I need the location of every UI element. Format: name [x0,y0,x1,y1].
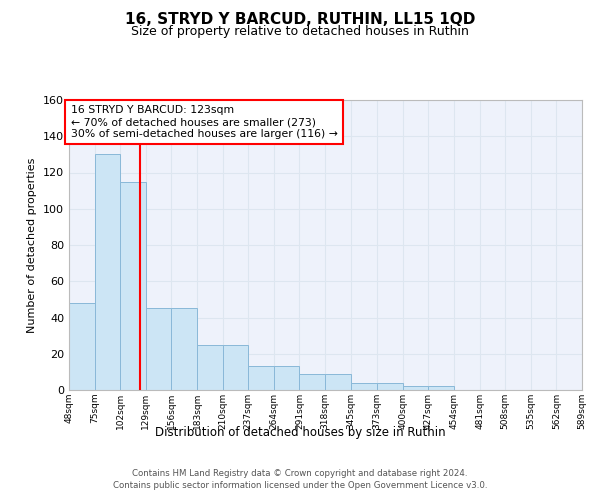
Text: Contains HM Land Registry data © Crown copyright and database right 2024.: Contains HM Land Registry data © Crown c… [132,470,468,478]
Bar [197,344,223,390]
Bar [299,374,325,390]
Bar [325,374,350,390]
Text: Size of property relative to detached houses in Ruthin: Size of property relative to detached ho… [131,25,469,38]
Bar [582,386,600,390]
Text: 16 STRYD Y BARCUD: 123sqm
← 70% of detached houses are smaller (273)
30% of semi: 16 STRYD Y BARCUD: 123sqm ← 70% of detac… [71,106,338,138]
Y-axis label: Number of detached properties: Number of detached properties [28,158,37,332]
Bar [223,344,248,390]
Bar [377,383,403,390]
Bar [95,154,120,390]
Bar [274,366,299,390]
Bar [350,383,377,390]
Text: Contains public sector information licensed under the Open Government Licence v3: Contains public sector information licen… [113,480,487,490]
Text: 16, STRYD Y BARCUD, RUTHIN, LL15 1QD: 16, STRYD Y BARCUD, RUTHIN, LL15 1QD [125,12,475,28]
Bar [172,308,197,390]
Bar [69,303,95,390]
Bar [403,386,428,390]
Bar [428,386,454,390]
Text: Distribution of detached houses by size in Ruthin: Distribution of detached houses by size … [155,426,445,439]
Bar [120,182,146,390]
Bar [248,366,274,390]
Bar [146,308,172,390]
